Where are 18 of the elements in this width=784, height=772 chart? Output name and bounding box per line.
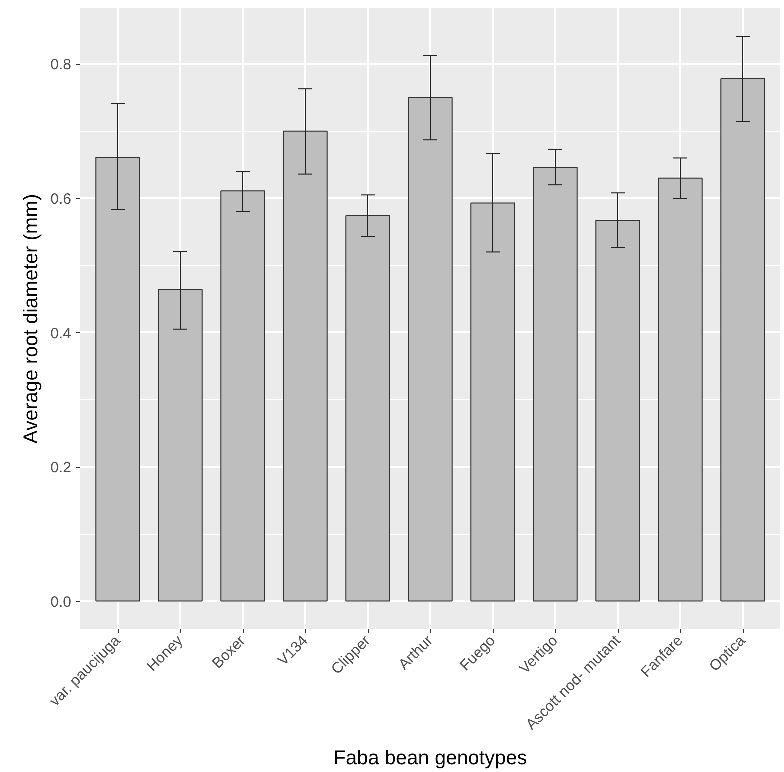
bar xyxy=(720,78,766,602)
bar xyxy=(220,190,266,602)
y-tick-label: 0.0 xyxy=(50,594,72,611)
bar xyxy=(658,178,703,602)
bar xyxy=(283,130,328,602)
y-tick-label: 0.2 xyxy=(50,460,72,477)
x-axis-title: Faba bean genotypes xyxy=(334,748,528,770)
bar xyxy=(596,220,640,602)
y-tick-label: 0.4 xyxy=(50,325,72,342)
bar xyxy=(533,167,578,602)
bar xyxy=(470,202,516,602)
bar xyxy=(346,215,390,602)
y-axis-title: Average root diameter (mm) xyxy=(20,194,43,444)
y-tick-label: 0.8 xyxy=(50,56,72,74)
bar xyxy=(96,157,140,602)
bar xyxy=(408,97,453,602)
y-tick-label: 0.6 xyxy=(50,190,72,208)
bar xyxy=(158,289,203,602)
